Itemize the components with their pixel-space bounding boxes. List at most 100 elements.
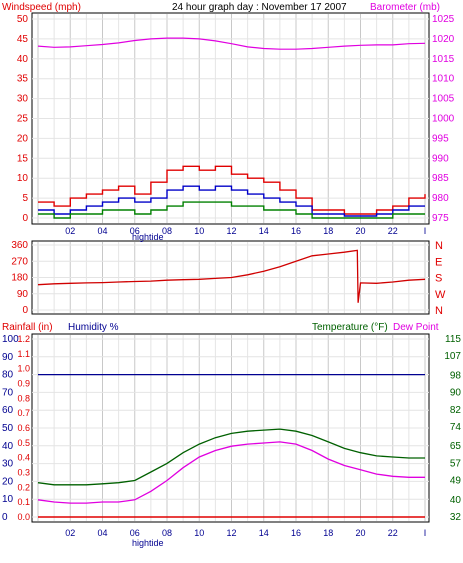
hightide-label-top: hightide <box>132 232 164 242</box>
series-barometer <box>37 37 426 50</box>
x-tick-top-12: 12 <box>226 226 236 236</box>
hightide-label-bottom: hightide <box>132 538 164 548</box>
series-low <box>38 201 425 219</box>
temp-tick-107: 107 <box>444 351 461 362</box>
rain-tick-0.6: 0.6 <box>17 423 30 433</box>
series-avg <box>38 185 425 217</box>
dir-tick-360: 360 <box>11 240 28 251</box>
x-tick-top-04: 04 <box>97 226 107 236</box>
rain-tick-0.9: 0.9 <box>17 379 30 389</box>
rain-tick-0.2: 0.2 <box>17 482 30 492</box>
rain-tick-1.2: 1.2 <box>17 334 30 344</box>
humidity-tick-100: 100 <box>2 334 19 345</box>
humidity-tick-90: 90 <box>2 352 14 363</box>
rain-tick-0.8: 0.8 <box>17 393 30 403</box>
x-tick-bottom-12: 12 <box>226 528 236 538</box>
humidity-label: Humidity % <box>68 322 119 333</box>
x-tick-bottom-08: 08 <box>162 528 172 538</box>
wind-tick-40: 40 <box>17 54 29 65</box>
rain-tick-0.5: 0.5 <box>17 438 30 448</box>
rain-tick-0.0: 0.0 <box>17 512 30 522</box>
windspeed-label: Windspeed (mph) <box>2 2 81 13</box>
wind-tick-15: 15 <box>17 153 29 164</box>
x-tick-top-06: 06 <box>130 226 140 236</box>
wind-tick-50: 50 <box>17 14 29 25</box>
baro-tick-1020: 1020 <box>432 34 455 45</box>
x-tick-top-I: I <box>424 226 427 236</box>
x-tick-bottom-14: 14 <box>259 528 269 538</box>
baro-tick-1015: 1015 <box>432 54 455 65</box>
humidity-tick-60: 60 <box>2 405 14 416</box>
baro-tick-1025: 1025 <box>432 14 455 25</box>
wind-tick-10: 10 <box>17 173 29 184</box>
rain-tick-0.1: 0.1 <box>17 497 30 507</box>
wind-tick-45: 45 <box>17 34 29 45</box>
temp-tick-90: 90 <box>450 388 462 399</box>
humidity-tick-80: 80 <box>2 370 14 381</box>
series-gust <box>38 165 426 215</box>
x-tick-bottom-04: 04 <box>97 528 107 538</box>
wind-tick-35: 35 <box>17 74 29 85</box>
humidity-tick-70: 70 <box>2 387 14 398</box>
temp-tick-40: 40 <box>450 495 462 506</box>
humidity-tick-10: 10 <box>2 494 14 505</box>
rain-tick-1.1: 1.1 <box>17 349 30 359</box>
humidity-tick-50: 50 <box>2 423 14 434</box>
x-tick-top-18: 18 <box>323 226 333 236</box>
baro-tick-990: 990 <box>432 153 449 164</box>
x-tick-bottom-16: 16 <box>291 528 301 538</box>
dir-compass-2: S <box>435 273 442 285</box>
rain-tick-0.7: 0.7 <box>17 408 30 418</box>
dew-point-label: Dew Point <box>393 322 439 333</box>
dir-tick-270: 270 <box>11 256 28 267</box>
wind-tick-5: 5 <box>22 193 28 204</box>
dir-tick-90: 90 <box>17 289 29 300</box>
x-tick-bottom-22: 22 <box>388 528 398 538</box>
wind-tick-0: 0 <box>22 213 28 224</box>
baro-tick-980: 980 <box>432 193 449 204</box>
x-tick-bottom-10: 10 <box>194 528 204 538</box>
x-tick-bottom-02: 02 <box>65 528 75 538</box>
baro-tick-985: 985 <box>432 173 449 184</box>
baro-tick-995: 995 <box>432 133 449 144</box>
series-dew_point <box>37 441 425 504</box>
x-tick-top-20: 20 <box>355 226 365 236</box>
wind-tick-20: 20 <box>17 133 29 144</box>
x-tick-top-22: 22 <box>388 226 398 236</box>
wind-tick-30: 30 <box>17 94 29 105</box>
baro-tick-975: 975 <box>432 213 449 224</box>
dir-compass-3: W <box>435 289 446 301</box>
series-wind_direction <box>37 249 426 303</box>
x-tick-bottom-06: 06 <box>130 528 140 538</box>
series-temperature <box>37 428 425 486</box>
temp-tick-32: 32 <box>450 512 462 523</box>
dir-compass-0: N <box>435 240 443 252</box>
humidity-tick-20: 20 <box>2 476 14 487</box>
rain-tick-1.0: 1.0 <box>17 364 30 374</box>
chart-title: 24 hour graph day : November 17 2007 <box>172 2 347 13</box>
x-tick-top-08: 08 <box>162 226 172 236</box>
temp-tick-98: 98 <box>450 370 462 381</box>
temp-tick-65: 65 <box>450 441 462 452</box>
temp-tick-74: 74 <box>450 422 462 433</box>
dir-compass-4: N <box>435 305 443 317</box>
x-tick-bottom-18: 18 <box>323 528 333 538</box>
temperature-label: Temperature (°F) <box>312 322 388 333</box>
temp-tick-115: 115 <box>445 334 461 345</box>
x-tick-top-16: 16 <box>291 226 301 236</box>
wind-tick-25: 25 <box>17 114 29 125</box>
barometer-label: Barometer (mb) <box>370 2 440 13</box>
temp-tick-49: 49 <box>450 476 462 487</box>
dir-compass-1: E <box>435 256 442 268</box>
rainfall-label: Rainfall (in) <box>2 322 53 333</box>
x-tick-bottom-20: 20 <box>355 528 365 538</box>
temp-tick-82: 82 <box>450 405 462 416</box>
dir-tick-0: 0 <box>22 305 28 316</box>
rain-tick-0.4: 0.4 <box>17 453 30 463</box>
x-tick-top-10: 10 <box>194 226 204 236</box>
humidity-tick-30: 30 <box>2 459 14 470</box>
humidity-tick-0: 0 <box>2 512 8 523</box>
x-tick-top-14: 14 <box>259 226 269 236</box>
dir-tick-180: 180 <box>11 273 28 284</box>
